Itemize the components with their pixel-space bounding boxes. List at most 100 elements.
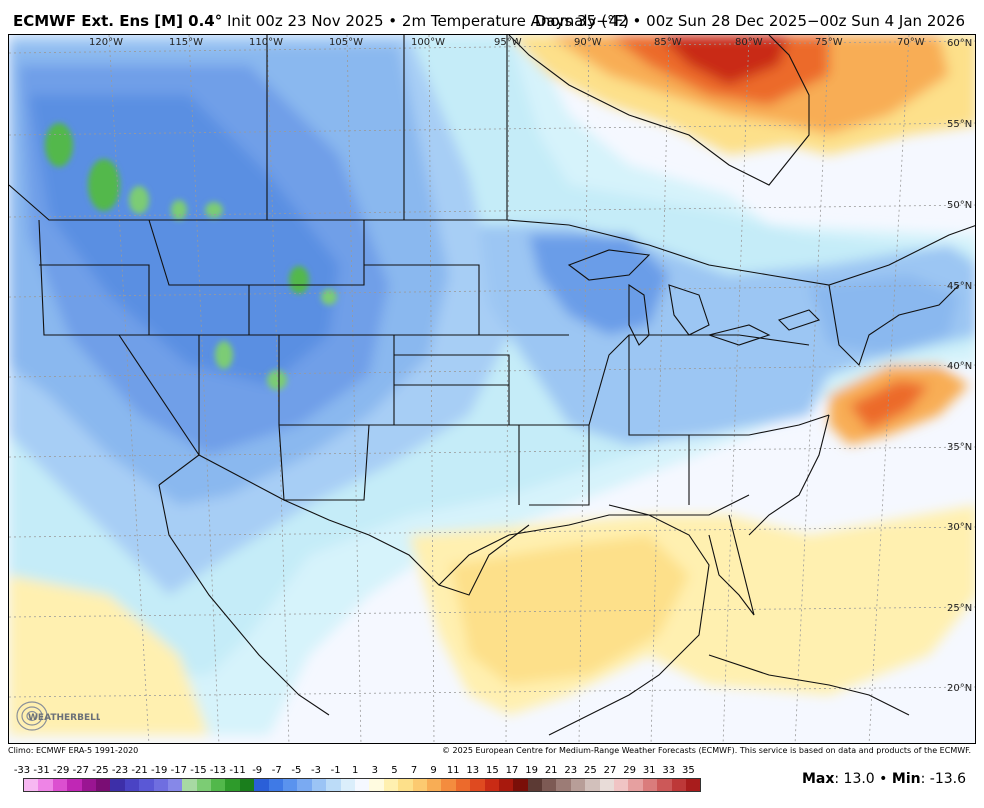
colorbar-tick-label: 23 (564, 765, 578, 776)
latitude-labels: 60°N 55°N 50°N 45°N 40°N 35°N 30°N 25°N … (947, 38, 972, 694)
colorbar-tick-label: 33 (662, 765, 676, 776)
graticule (9, 35, 975, 743)
colorbar-swatch (398, 779, 413, 791)
anomaly-map: 120°W 115°W 110°W 105°W 100°W 95°W 90°W … (8, 34, 976, 744)
map-canvas: 120°W 115°W 110°W 105°W 100°W 95°W 90°W … (9, 35, 975, 743)
colorbar-tick-label: -23 (111, 765, 129, 776)
colorbar-tick-label: 3 (371, 765, 378, 776)
colorbar-swatch (470, 779, 485, 791)
colorbar-swatch (599, 779, 615, 791)
colorbar-swatch (167, 779, 183, 791)
colorbar-swatch (225, 779, 240, 791)
political-borders (9, 35, 975, 736)
colorbar-tick-label: -21 (131, 765, 148, 776)
colorbar-swatch (354, 779, 370, 791)
colorbar-swatch (139, 779, 154, 791)
colorbar-swatch (585, 779, 600, 791)
colorbar-tick-label: -3 (311, 765, 321, 776)
lon-label: 100°W (411, 37, 445, 48)
lat-label: 20°N (947, 683, 972, 694)
colorbar-tick-label: -27 (72, 765, 89, 776)
colorbar-tick-label: 13 (466, 765, 480, 776)
colorbar-swatch (283, 779, 298, 791)
anomaly-shading (9, 35, 975, 735)
colorbar-swatch (239, 779, 255, 791)
footer: Climo: ECMWF ERA-5 1991-2020 © 2025 Euro… (0, 746, 984, 758)
lon-label: 85°W (654, 37, 682, 48)
max-label: Max (801, 771, 835, 787)
weatherbell-logo: WEATHERBELL (16, 701, 100, 731)
colorbar-tick-label: -15 (190, 765, 207, 776)
colorbar-swatch (542, 779, 557, 791)
colorbar-swatch (412, 779, 427, 791)
climo-note: Climo: ECMWF ERA-5 1991-2020 (8, 746, 139, 755)
colorbar-swatch (614, 779, 629, 791)
colorbar-swatch (383, 779, 399, 791)
min-label: Min (891, 771, 921, 787)
separator: • (874, 771, 892, 787)
colorbar-tick-label: -13 (209, 765, 227, 776)
map-title: ECMWF Ext. Ens [M] 0.4° Init 00z 23 Nov … (13, 12, 629, 30)
colorbar-tick-label: 19 (525, 765, 538, 776)
lon-label: 110°W (249, 37, 283, 48)
min-value: -13.6 (929, 771, 966, 787)
great-lakes (567, 249, 821, 346)
colorbar-swatch (182, 779, 197, 791)
colorbar-swatch (513, 779, 528, 791)
colorbar-swatch (671, 779, 686, 791)
colorbar-tick-label: -25 (92, 765, 109, 776)
colorbar-tick-label: 11 (446, 765, 460, 776)
colorbar-swatch (67, 779, 82, 791)
lon-label: 95°W (494, 37, 522, 48)
longitude-labels: 120°W 115°W 110°W 105°W 100°W 95°W 90°W … (89, 37, 925, 48)
swirl-icon (16, 701, 48, 731)
lon-label: 115°W (169, 37, 203, 48)
green-anomaly-patches (45, 123, 337, 390)
lon-label: 80°W (735, 37, 763, 48)
colorbar-tick-label: 5 (391, 765, 398, 776)
colorbar-swatch (498, 779, 514, 791)
colorbar-swatch (628, 779, 643, 791)
colorbar-tick-label: 25 (584, 765, 597, 776)
colorbar-tick-label: -11 (229, 765, 246, 776)
colorbar-tick-label: -29 (53, 765, 70, 776)
colorbar-tick-label: -33 (13, 765, 31, 776)
colorbar-tick-label: 7 (410, 765, 418, 776)
colorbar-swatch (254, 779, 269, 791)
lon-label: 105°W (329, 37, 363, 48)
colorbar-swatch (297, 779, 312, 791)
colorbar-tick-label: 17 (505, 765, 519, 776)
colorbar-swatch (38, 779, 53, 791)
logo-text: WEATHERBELL (28, 713, 100, 723)
colorbar-swatch (455, 779, 471, 791)
colorbar-swatch (527, 779, 543, 791)
lon-label: 70°W (897, 37, 925, 48)
colorbar-swatch (426, 779, 442, 791)
colorbar-swatch (196, 779, 212, 791)
valid-period: Days 35−42 • 00z Sun 28 Dec 2025−00z Sun… (534, 12, 965, 30)
lat-label: 50°N (947, 200, 972, 211)
colorbar-tick-label: -19 (151, 765, 168, 776)
colorbar-tick-label: 15 (486, 765, 499, 776)
colorbar-swatch (484, 779, 499, 791)
colorbar-swatch (369, 779, 384, 791)
colorbar-tick-label: 31 (642, 765, 656, 776)
lat-label: 60°N (947, 38, 972, 49)
colorbar-tick-label: 29 (623, 765, 636, 776)
copyright-note: © 2025 European Centre for Medium-Range … (442, 746, 971, 755)
colorbar-swatch (153, 779, 168, 791)
lat-label: 55°N (947, 119, 972, 130)
max-value: 13.0 (843, 771, 875, 787)
lat-label: 45°N (947, 281, 972, 292)
colorbar-tick-label: 35 (682, 765, 695, 776)
colorbar-swatch (311, 779, 327, 791)
colorbar-swatch (124, 779, 140, 791)
colorbar-swatch (110, 779, 125, 791)
colorbar-tick-label: -17 (170, 765, 187, 776)
colorbar-tick-label: 1 (352, 765, 359, 776)
lat-label: 35°N (947, 442, 972, 453)
colorbar-swatch (642, 779, 658, 791)
colorbar-swatch (52, 779, 68, 791)
colorbar-tick-label: -1 (330, 765, 341, 776)
colorbar-swatch (556, 779, 571, 791)
